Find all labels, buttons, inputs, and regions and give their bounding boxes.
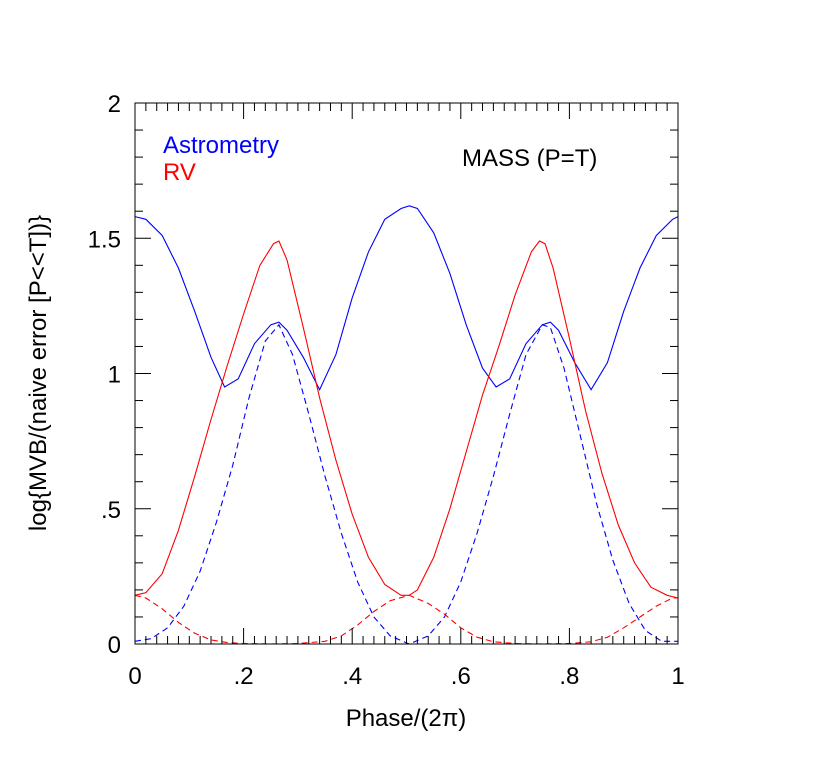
annotation-label: MASS (P=T)	[462, 145, 597, 172]
ticks-layer	[134, 102, 679, 645]
y-tick-label: 1.5	[88, 226, 121, 253]
tick-labels-layer: 0 .2 .4 .6 .8 1 0 .5 1 1.5 2	[88, 91, 685, 690]
y-tick-label: 0	[108, 632, 121, 659]
plot-frame	[134, 102, 679, 645]
series-line-0	[134, 205, 679, 391]
x-tick-label: .4	[342, 663, 362, 690]
y-axis-label: log{MVB/(naive error [P<<T])}	[25, 215, 52, 531]
legend-rv: RV	[163, 159, 196, 186]
x-tick-label: .8	[559, 663, 579, 690]
x-axis-label: Phase/(2π)	[346, 705, 467, 732]
y-tick-label: 1	[108, 362, 121, 389]
y-tick-label: 2	[108, 91, 121, 118]
x-tick-label: .2	[234, 663, 254, 690]
series-line-1	[134, 323, 678, 645]
legend-astrometry: Astrometry	[163, 132, 279, 159]
series-line-2	[134, 240, 679, 599]
x-tick-label: .6	[451, 663, 471, 690]
y-tick-label: .5	[101, 497, 121, 524]
x-tick-label: 0	[128, 663, 141, 690]
series-layer	[134, 205, 679, 645]
series-line-3	[134, 594, 678, 645]
x-tick-label: 1	[671, 663, 684, 690]
